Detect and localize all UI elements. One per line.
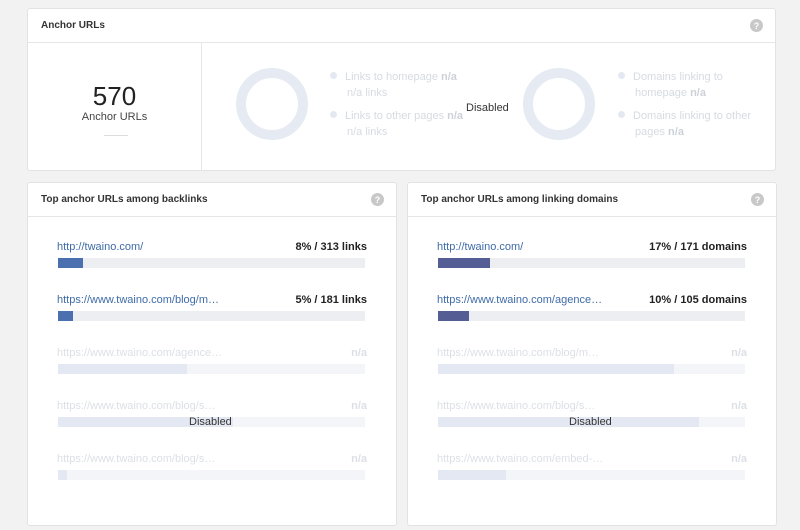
top-anchor-urls-backlinks-card: Top anchor URLs among backlinks ? http:/… — [27, 182, 397, 526]
legend-label: Links to other pages — [345, 110, 445, 122]
anchor-url-link[interactable]: https://www.twaino.com/blog/m… — [437, 347, 600, 359]
domains-legend: Domains linking to homepage n/a Domains … — [618, 69, 751, 140]
row-value: n/a — [351, 400, 367, 412]
disabled-label: Disabled — [466, 102, 509, 114]
row-value: n/a — [351, 453, 367, 465]
help-icon[interactable]: ? — [371, 193, 384, 206]
anchor-url-link[interactable]: https://www.twaino.com/blog/s… — [57, 453, 216, 465]
legend-label: homepage — [635, 87, 687, 99]
anchor-count: 570 — [92, 81, 137, 111]
url-row: https://www.twaino.com/blog/m… n/a — [437, 347, 747, 400]
row-value: 8% / 313 links — [295, 241, 367, 253]
legend-dot — [618, 111, 625, 118]
progress-bar — [438, 311, 745, 321]
legend-item: Links to homepage n/a — [330, 69, 463, 85]
progress-fill — [438, 311, 469, 321]
progress-fill — [438, 258, 491, 268]
url-list: http://twaino.com/17% / 171 domains https… — [437, 241, 747, 506]
anchor-url-link[interactable]: http://twaino.com/ — [57, 241, 144, 253]
help-icon[interactable]: ? — [751, 193, 764, 206]
legend-dot — [330, 111, 337, 118]
links-legend: Links to homepage n/a n/a links Links to… — [330, 69, 463, 140]
card-title: Anchor URLs — [41, 20, 105, 31]
row-value: n/a — [731, 400, 747, 412]
progress-fill — [58, 364, 187, 374]
anchor-url-link[interactable]: https://www.twaino.com/embed-… — [437, 453, 604, 465]
anchor-url-link[interactable]: https://www.twaino.com/blog/m… — [57, 294, 220, 306]
legend-value: n/a — [447, 110, 464, 122]
row-value: n/a — [731, 347, 747, 359]
url-row: https://www.twaino.com/blog/m… 5% / 181 l… — [57, 294, 367, 347]
legend-value: n/a — [690, 87, 706, 99]
row-value: 17% / 171 domains — [649, 241, 747, 253]
progress-fill — [58, 258, 83, 268]
progress-fill — [438, 364, 675, 374]
progress-bar — [438, 417, 745, 427]
disabled-label: Disabled — [189, 416, 232, 428]
row-value: n/a — [731, 453, 747, 465]
disabled-label: Disabled — [569, 416, 612, 428]
links-donut-chart — [236, 68, 308, 140]
progress-bar — [58, 470, 365, 480]
legend-item-cont: pages n/a — [618, 124, 751, 140]
progress-bar — [58, 364, 365, 374]
progress-fill — [58, 470, 68, 480]
progress-fill — [58, 311, 74, 321]
progress-bar — [58, 258, 365, 268]
legend-item: Links to other pages n/a — [330, 108, 463, 124]
card-title: Top anchor URLs among backlinks — [41, 194, 208, 205]
legend-label: Domains linking to other — [633, 110, 752, 122]
anchor-url-link[interactable]: https://www.twaino.com/agence… — [57, 347, 223, 359]
progress-fill — [438, 470, 506, 480]
legend-item-cont: homepage n/a — [618, 85, 751, 101]
legend-dot — [330, 72, 337, 79]
legend-item: Domains linking to — [618, 69, 751, 85]
card-header: Top anchor URLs among backlinks ? — [28, 183, 396, 217]
url-row: https://www.twaino.com/blog/s… n/a — [437, 400, 747, 453]
anchor-urls-card: Anchor URLs ? 570 Anchor URLs Links to h… — [27, 8, 776, 171]
top-anchor-urls-domains-card: Top anchor URLs among linking domains ? … — [407, 182, 777, 526]
row-value: 5% / 181 links — [295, 294, 367, 306]
card-header: Top anchor URLs among linking domains ? — [408, 183, 776, 217]
row-value: n/a — [351, 347, 367, 359]
progress-bar — [58, 311, 365, 321]
progress-bar — [438, 364, 745, 374]
progress-bar — [438, 258, 745, 268]
legend-sub: n/a links — [347, 87, 388, 99]
help-icon[interactable]: ? — [750, 19, 763, 32]
anchor-url-link[interactable]: http://twaino.com/ — [437, 241, 524, 253]
anchor-summary: 570 Anchor URLs — [28, 43, 202, 171]
anchor-count-label: Anchor URLs — [81, 111, 148, 123]
divider — [104, 135, 128, 136]
legend-sub: n/a links — [347, 126, 388, 138]
legend-value: n/a — [668, 126, 684, 138]
progress-fill — [58, 417, 233, 427]
domains-donut-chart — [523, 68, 595, 140]
legend-label: Links to homepage — [345, 71, 438, 83]
legend-dot — [618, 72, 625, 79]
anchor-url-link[interactable]: https://www.twaino.com/agence… — [437, 294, 603, 306]
row-value: 10% / 105 domains — [649, 294, 747, 306]
url-row: https://www.twaino.com/blog/s… n/a — [57, 400, 367, 453]
progress-fill — [438, 417, 699, 427]
url-row: https://www.twaino.com/embed-… n/a — [437, 453, 747, 506]
progress-bar — [438, 470, 745, 480]
progress-bar — [58, 417, 365, 427]
card-header: Anchor URLs ? — [28, 9, 775, 43]
anchor-url-link[interactable]: https://www.twaino.com/blog/s… — [57, 400, 216, 412]
legend-item: Domains linking to other — [618, 108, 751, 124]
legend-label: pages — [635, 126, 665, 138]
url-row: http://twaino.com/8% / 313 links — [57, 241, 367, 294]
url-list: http://twaino.com/8% / 313 links https://… — [57, 241, 367, 506]
url-row: https://www.twaino.com/agence… 10% / 105 … — [437, 294, 747, 347]
url-row: http://twaino.com/17% / 171 domains — [437, 241, 747, 294]
anchor-url-link[interactable]: https://www.twaino.com/blog/s… — [437, 400, 596, 412]
url-row: https://www.twaino.com/agence… n/a — [57, 347, 367, 400]
url-row: https://www.twaino.com/blog/s… n/a — [57, 453, 367, 506]
card-title: Top anchor URLs among linking domains — [421, 194, 619, 205]
legend-value: n/a — [441, 71, 457, 83]
legend-label: Domains linking to — [633, 71, 723, 83]
